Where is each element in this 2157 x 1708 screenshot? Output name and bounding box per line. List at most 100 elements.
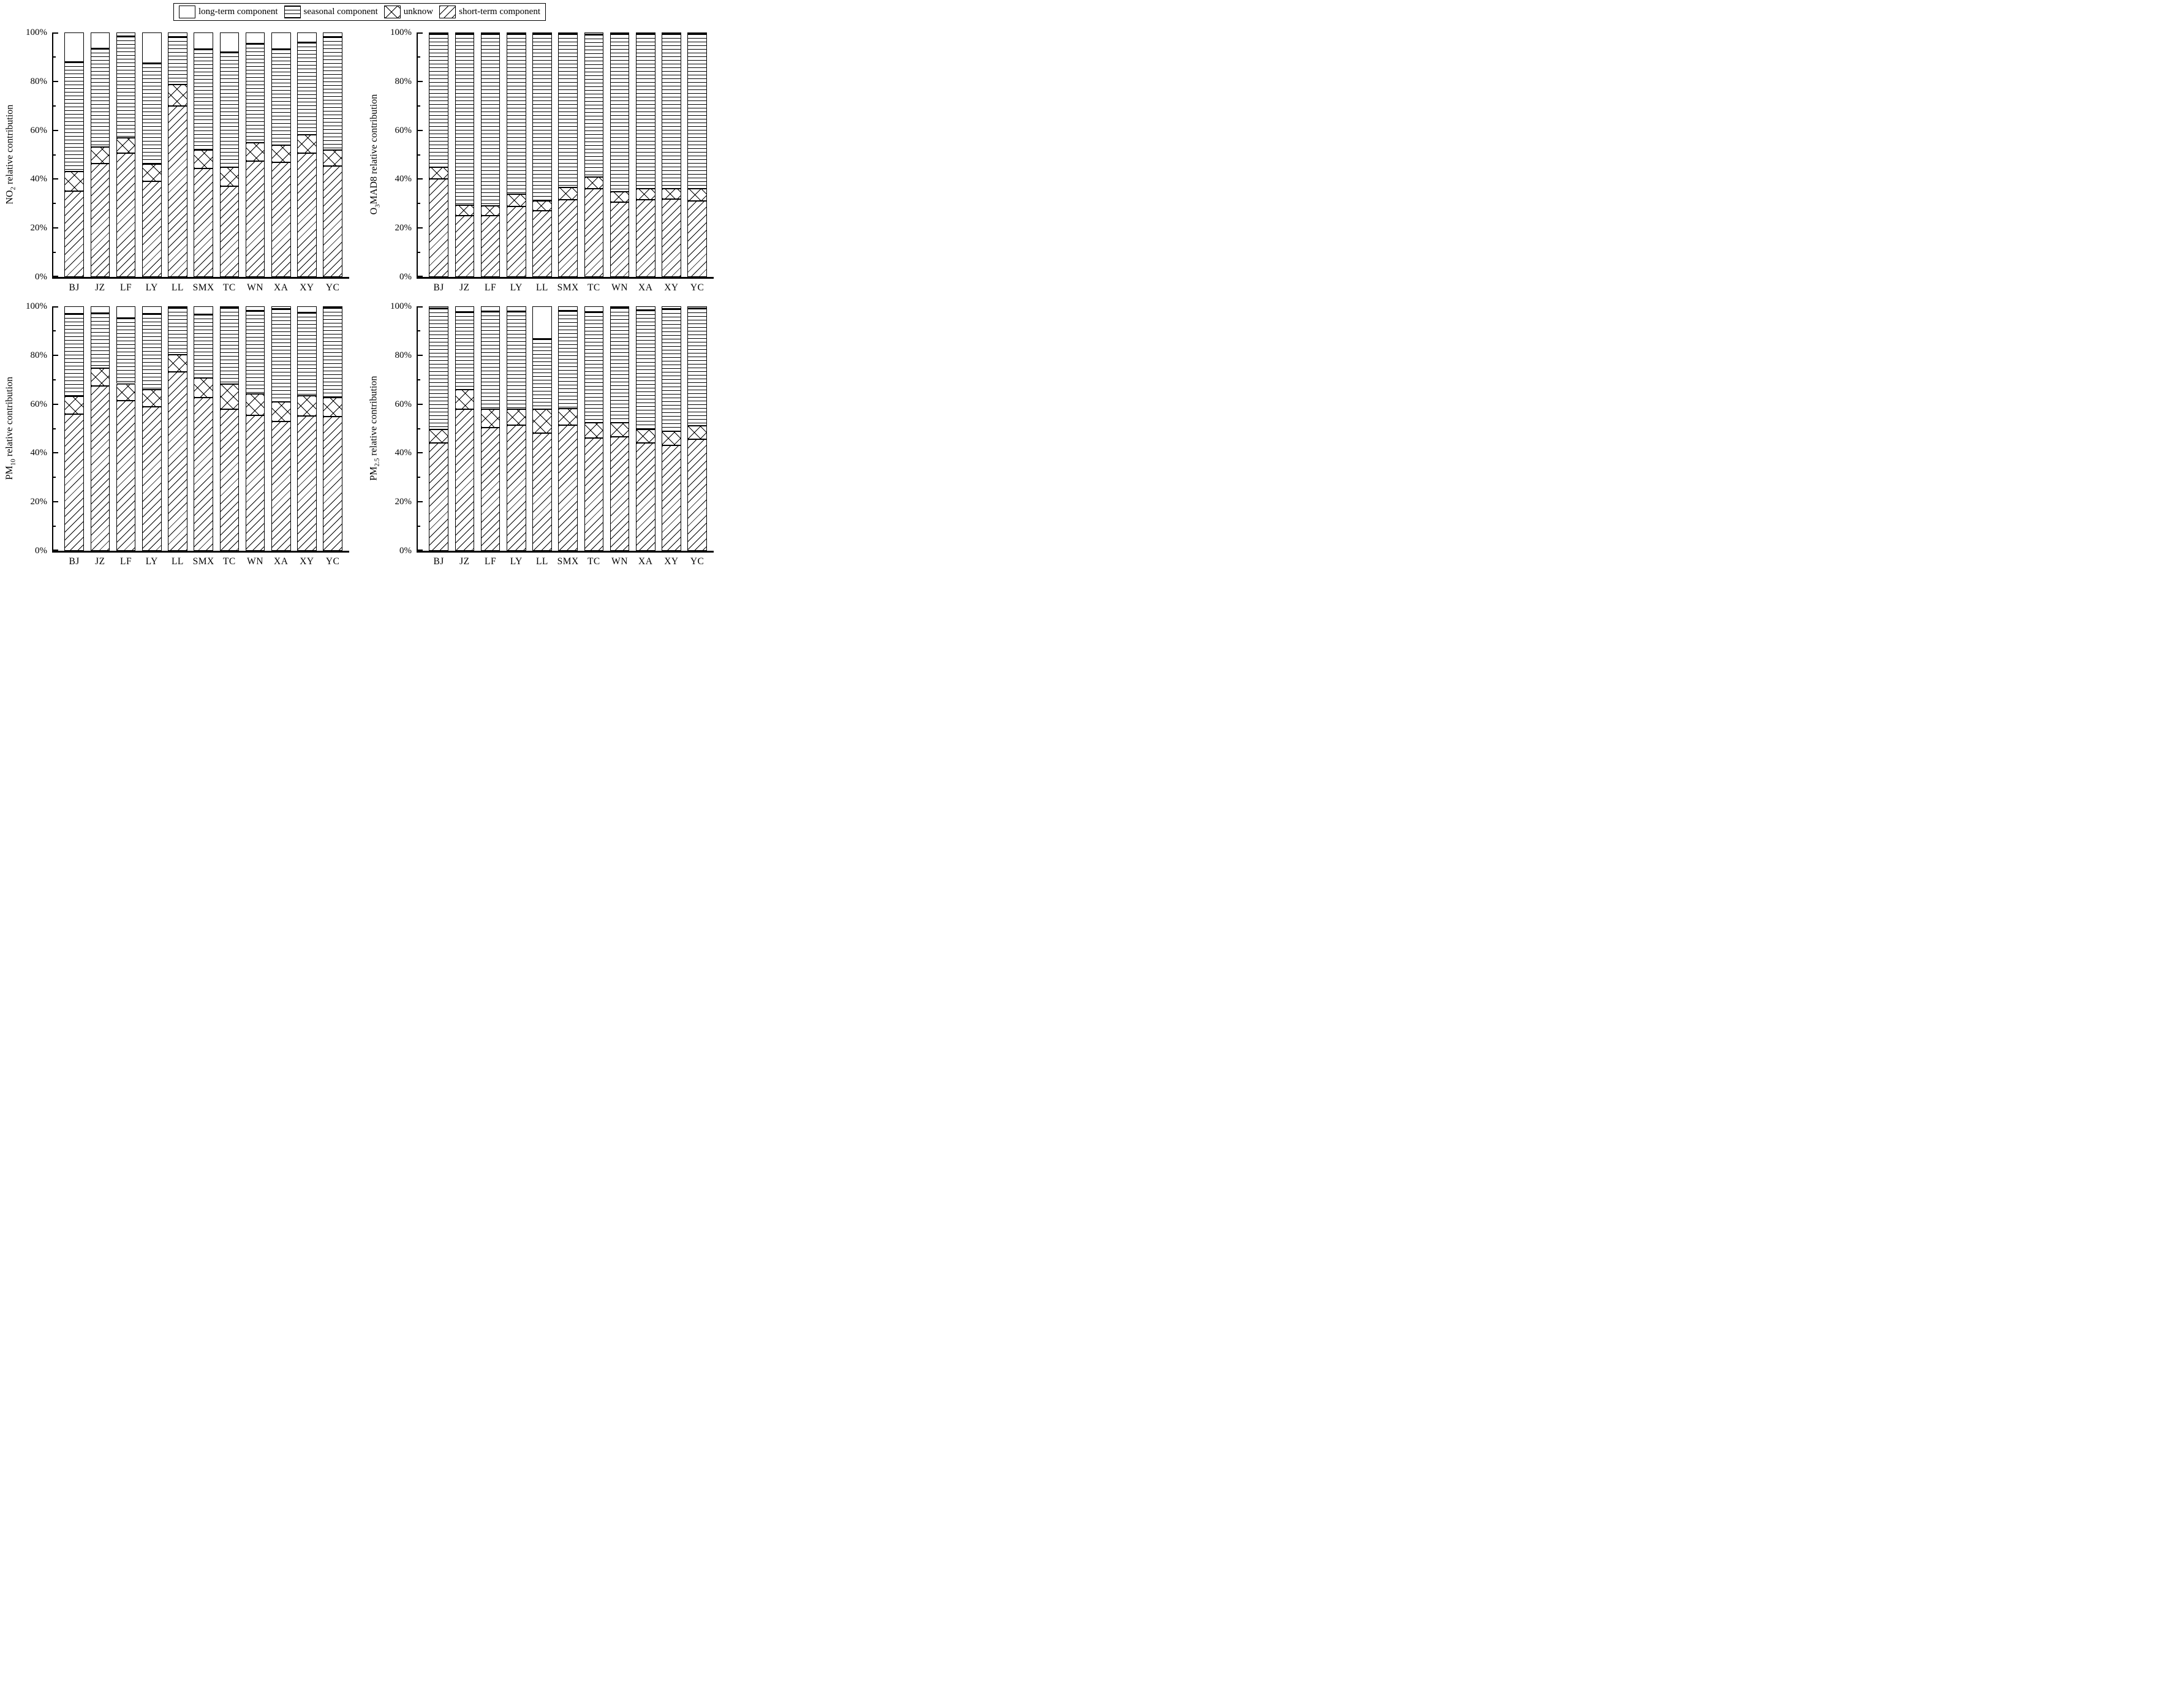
- bar-segment-diagonal-lines: [271, 421, 291, 551]
- bar-segment-diagonal-lines: [429, 178, 448, 277]
- bar-segment-none: [558, 32, 578, 34]
- x-tick-label: LF: [120, 282, 132, 293]
- bar-segment-none: [687, 32, 707, 34]
- bar-segment-diagonal-lines: [635, 443, 655, 551]
- y-title-text: PM: [4, 466, 15, 480]
- bar-segment-horizontal-lines: [194, 49, 213, 150]
- stacked-bar-ll: [168, 32, 187, 277]
- x-tick-label: XA: [638, 282, 653, 293]
- bar-segment-none: [323, 306, 342, 308]
- bar-segment-diagonal-lines: [245, 415, 265, 551]
- stacked-bar-yc: [323, 32, 342, 277]
- y-minor-tick: [418, 526, 420, 527]
- bar-segment-crosshatch: [480, 409, 501, 428]
- bar-segment-none: [480, 306, 501, 311]
- bar-segment-diagonal-lines: [219, 186, 240, 277]
- y-title-subscript: 2.5: [374, 458, 382, 467]
- y-title-text: relative contribution: [368, 376, 379, 459]
- bar-segment-crosshatch: [429, 429, 448, 444]
- bar-segment-horizontal-lines: [219, 52, 240, 168]
- x-tick-label: TC: [587, 282, 600, 293]
- y-major-tick: [53, 354, 58, 356]
- bar-segment-diagonal-lines: [323, 416, 342, 551]
- legend-item-seasonal: seasonal component: [284, 6, 378, 18]
- x-tick-label: SMX: [557, 282, 579, 293]
- x-tick-label: BJ: [69, 556, 80, 567]
- bar-segment-horizontal-lines: [635, 309, 655, 429]
- bar-segment-horizontal-lines: [480, 34, 501, 206]
- bar-segment-crosshatch: [194, 378, 213, 398]
- bar-segment-none: [635, 306, 655, 310]
- y-tick-label: 40%: [30, 174, 48, 184]
- figure: long-term component seasonal component u…: [0, 0, 719, 569]
- bar-segment-horizontal-lines: [219, 308, 240, 385]
- bar-segment-crosshatch: [455, 389, 475, 409]
- y-tick-label: 80%: [30, 76, 48, 86]
- bar-segment-diagonal-lines: [455, 216, 475, 277]
- bar-segment-horizontal-lines: [687, 308, 707, 426]
- stacked-bar-xa: [271, 306, 291, 551]
- bar-segment-diagonal-lines: [168, 371, 187, 551]
- y-major-tick: [53, 550, 58, 551]
- bar-segment-none: [480, 32, 501, 34]
- y-major-tick: [53, 80, 58, 82]
- x-tick-label: YC: [325, 556, 340, 567]
- x-tick-label: YC: [690, 556, 705, 567]
- y-title-subscript: 10: [9, 459, 17, 466]
- y-tick-label: 100%: [26, 301, 47, 311]
- y-minor-tick: [418, 428, 420, 429]
- y-major-tick: [418, 227, 423, 229]
- bar-segment-none: [245, 306, 265, 311]
- y-minor-tick: [53, 252, 56, 254]
- stacked-bar-smx: [194, 306, 213, 551]
- bar-segment-crosshatch: [662, 188, 681, 200]
- stacked-bar-smx: [558, 306, 578, 551]
- bar-segment-none: [323, 32, 342, 37]
- y-major-tick: [418, 178, 423, 180]
- legend: long-term component seasonal component u…: [173, 3, 546, 21]
- bar-segment-diagonal-lines: [271, 162, 291, 277]
- bar-segment-horizontal-lines: [142, 313, 162, 390]
- y-tick-label: 60%: [30, 399, 48, 409]
- y-axis-title-pm25: PM2.5 relative contribution: [366, 306, 384, 551]
- y-minor-tick: [53, 56, 56, 58]
- stacked-bar-jz: [90, 32, 110, 277]
- bar-segment-none: [245, 32, 265, 44]
- bar-segment-crosshatch: [142, 164, 162, 181]
- bar-segment-none: [455, 32, 475, 34]
- y-minor-tick: [418, 105, 420, 107]
- x-tick-label: LL: [535, 556, 548, 567]
- bar-segment-horizontal-lines: [429, 308, 448, 429]
- x-tick-label: LY: [510, 282, 523, 293]
- stacked-bar-jz: [90, 306, 110, 551]
- bar-segment-horizontal-lines: [532, 34, 552, 201]
- x-tick-label: XY: [300, 556, 314, 567]
- bar-segment-none: [558, 306, 578, 311]
- bar-segment-crosshatch: [323, 397, 342, 417]
- y-tick-label: 20%: [30, 497, 48, 507]
- stacked-bar-smx: [194, 32, 213, 277]
- bar-segment-none: [429, 306, 448, 309]
- bar-segment-horizontal-lines: [532, 339, 552, 409]
- stacked-bar-ll: [168, 306, 187, 551]
- bar-segment-none: [584, 306, 604, 312]
- bar-segment-diagonal-lines: [323, 166, 342, 277]
- y-major-tick: [418, 403, 423, 405]
- bar-segment-none: [532, 32, 552, 34]
- y-minor-tick: [418, 477, 420, 478]
- bar-segment-diagonal-lines: [687, 439, 707, 551]
- bar-segment-none: [532, 306, 552, 339]
- bar-segment-diagonal-lines: [142, 407, 162, 551]
- bar-segment-horizontal-lines: [297, 312, 317, 396]
- long-term-swatch-icon: [178, 6, 195, 18]
- y-tick-label: 80%: [395, 76, 412, 86]
- y-minor-tick: [418, 330, 420, 331]
- y-title-subscript: 3: [374, 204, 382, 208]
- bar-segment-crosshatch: [506, 194, 526, 207]
- x-tick-label: WN: [611, 282, 628, 293]
- bar-segment-crosshatch: [297, 135, 317, 153]
- x-tick-label: YC: [690, 282, 705, 293]
- bar-segment-none: [142, 32, 162, 63]
- x-tick-label: JZ: [459, 282, 470, 293]
- x-tick-label: LY: [145, 282, 158, 293]
